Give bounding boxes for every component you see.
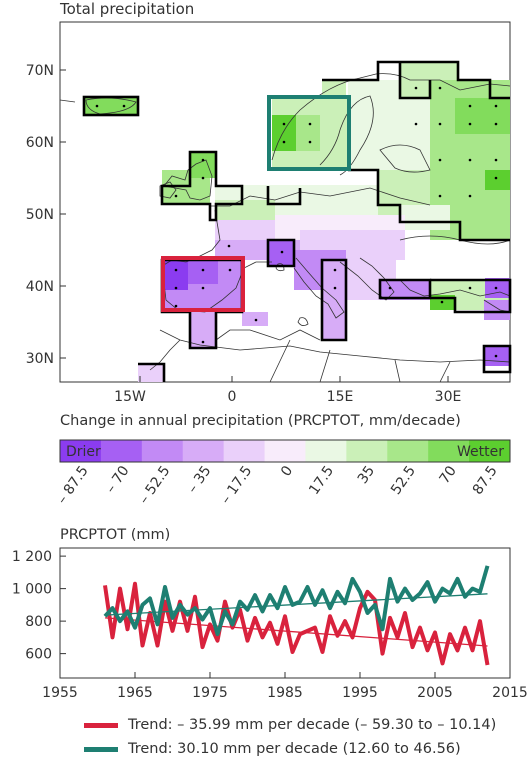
colorbar-cell [141, 440, 184, 462]
lat-label: 30N [26, 351, 54, 367]
colorbar-tick-label: – 70 [103, 463, 133, 496]
lon-label: 0 [228, 389, 237, 405]
colorbar-tick-label: 0 [278, 463, 296, 479]
map-cell [296, 115, 320, 151]
trend-line-0 [104, 617, 488, 647]
map-cell [188, 260, 218, 284]
y-tick-label: 1 200 [12, 549, 52, 565]
colorbar-cell [469, 440, 511, 462]
legend-item-teal: Trend: 30.10 mm per decade (12.60 to 46.… [84, 738, 461, 760]
colorbar-cell [387, 440, 429, 462]
colorbar-title: Change in annual precipitation (PRCPTOT,… [60, 413, 461, 429]
lon-label: 15W [114, 389, 146, 405]
x-axis: 1955 1965 1975 1985 1995 2005 2015 [42, 672, 528, 701]
colorbar-tick-label: – 87.5 [54, 463, 92, 507]
lat-label: 50N [26, 207, 54, 223]
lon-labels: 15W 0 15E 30E [114, 389, 461, 405]
y-tick-label: 600 [25, 647, 52, 663]
highlight-box-scandinavia [267, 95, 351, 171]
wetter-label: Wetter [457, 444, 504, 460]
colorbar-frame [59, 439, 511, 463]
lat-label: 60N [26, 135, 54, 151]
precipitation-map: 70N 60N 50N 40N 30N 15W 0 15E 30E [26, 21, 512, 405]
legend-item-red: Trend: – 35.99 mm per decade (– 59.30 to… [84, 714, 496, 736]
x-tick-label: 2005 [417, 685, 453, 701]
colorbar-cell [60, 440, 102, 462]
colorbar-cell [305, 440, 347, 462]
trend-line-1 [104, 593, 488, 616]
map-cell [485, 170, 510, 190]
colorbar-tick-label: 17.5 [306, 463, 337, 498]
colorbar-cell [182, 440, 225, 462]
colorbar-cell [346, 440, 388, 462]
colorbar-tick-label: 70 [437, 463, 460, 487]
map-cell [485, 278, 510, 298]
colorbar-tick-label: 87.5 [470, 463, 501, 498]
significance-dots [95, 86, 498, 358]
colorbar: Drier Wetter – 87.5 – 70– 52.5 – 35– 17.5 0… [54, 439, 511, 507]
map-cell [242, 312, 268, 326]
legend-swatch [84, 746, 118, 752]
drier-label: Drier [66, 444, 101, 460]
colorbar-tick-label: – 52.5 [136, 463, 174, 507]
lon-label: 30E [435, 389, 462, 405]
map-cell [162, 260, 188, 290]
colorbar-tick-label: – 17.5 [218, 463, 256, 507]
x-tick-label: 1955 [42, 685, 78, 701]
lat-labels: 70N 60N 50N 40N 30N [26, 63, 54, 367]
map-cell [215, 220, 275, 240]
series-lines [103, 565, 490, 666]
map-cell [84, 97, 138, 115]
x-tick-label: 1975 [192, 685, 228, 701]
series-line-0 [103, 581, 490, 666]
series-line-1 [103, 565, 490, 637]
map-cell [455, 98, 510, 134]
map-cell [138, 364, 164, 382]
y-axis: 600 800 1 000 1 200 [12, 549, 66, 663]
lon-label: 15E [327, 389, 354, 405]
y-tick-label: 800 [25, 614, 52, 630]
colorbar-tick-label: 35 [355, 463, 378, 487]
lat-label: 40N [26, 279, 54, 295]
map-cell [380, 280, 430, 300]
colorbar-cell [223, 440, 266, 462]
map-cell [484, 300, 510, 320]
colorbar-cell [428, 440, 470, 462]
y-tick-label: 1 000 [12, 582, 52, 598]
map-cell [272, 115, 296, 151]
legend-label: Trend: 30.10 mm per decade (12.60 to 46.… [128, 741, 461, 757]
x-tick-label: 1985 [267, 685, 303, 701]
legend-swatch [84, 722, 118, 728]
x-tick-label: 1965 [117, 685, 153, 701]
colorbar-cells [60, 440, 511, 462]
lat-label: 70N [26, 63, 54, 79]
colorbar-cell [264, 440, 306, 462]
colorbar-ticks: – 87.5 – 70– 52.5 – 35– 17.5 0 17.5 35 52.5 70 8… [54, 463, 501, 507]
map-cell [400, 205, 450, 230]
highlight-box-iberia [161, 256, 245, 312]
map-title: Total precipitation [60, 0, 195, 18]
map-cell [190, 152, 216, 178]
map-ticks [60, 69, 449, 382]
colorbar-cell [100, 440, 143, 462]
colorbar-tick-label: 52.5 [388, 463, 419, 498]
colorbar-tick-label: – 35 [185, 463, 215, 496]
map-cell [322, 260, 346, 340]
legend-label: Trend: – 35.99 mm per decade (– 59.30 to… [128, 717, 497, 733]
x-tick-label: 1995 [342, 685, 378, 701]
x-tick-label: 2015 [492, 685, 528, 701]
line-chart: 600 800 1 000 1 200 1955 1965 1975 1985 1995 200… [12, 547, 528, 701]
line-chart-title: PRCPTOT (mm) [60, 527, 171, 543]
